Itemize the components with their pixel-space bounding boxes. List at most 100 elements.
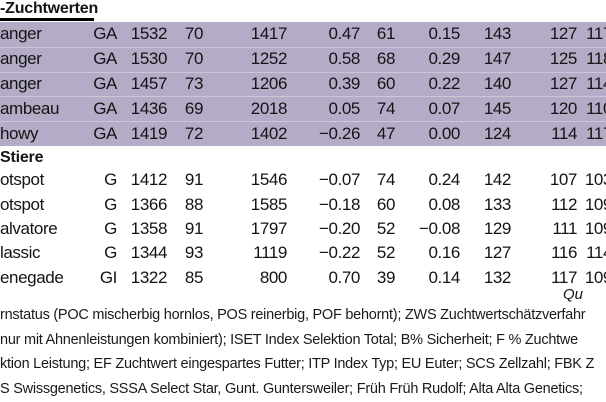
value-cell-ef: 140 xyxy=(483,73,512,93)
value-cell-iset: 1358 xyxy=(130,218,168,238)
value-cell-f-kg: 39 xyxy=(376,267,396,287)
table-row: enegade GI 1322 85 800 0.70 39 0.14 132 … xyxy=(0,265,606,290)
value-cell-f-kg: 60 xyxy=(376,73,396,93)
value-cell-eu: 118 xyxy=(586,49,606,69)
animal-name-cell: howy xyxy=(0,123,39,143)
value-cell-b-pct: 70 xyxy=(184,24,204,44)
zws-code-cell: G xyxy=(104,243,117,263)
value-cell-eu: 114 xyxy=(586,73,606,93)
value-cell-b-pct: 91 xyxy=(184,218,204,238)
table-row: anger GA 1530 70 1252 0.58 68 0.29 147 1… xyxy=(0,46,606,72)
animal-name-cell: lassic xyxy=(0,243,41,263)
table-row: anger GA 1532 70 1417 0.47 61 0.15 143 1… xyxy=(0,22,606,47)
value-cell-iset: 1419 xyxy=(130,123,168,143)
value-cell-eu: 109 xyxy=(584,194,606,214)
table-title: -Zuchtwerten xyxy=(0,0,99,17)
value-cell-itp: 120 xyxy=(549,98,578,118)
value-cell-milk-kg: 1119 xyxy=(253,243,287,263)
footnote-line: nur mit Ahnenleistungen kombiniert); ISE… xyxy=(0,331,578,348)
value-cell-b-pct: 72 xyxy=(184,123,204,143)
value-cell-itp: 111 xyxy=(552,218,577,238)
value-cell-ef: 147 xyxy=(483,49,512,69)
value-cell-f-pct: −0.18 xyxy=(318,194,360,214)
value-cell-ef: 142 xyxy=(483,170,512,190)
value-cell-milk-kg: 1546 xyxy=(250,170,288,190)
zws-code-cell: GA xyxy=(93,73,117,93)
value-cell-f-pct: 0.70 xyxy=(328,267,361,287)
zws-code-cell: G xyxy=(104,170,117,190)
table-row: alvatore G 1358 91 1797 −0.20 52 −0.08 1… xyxy=(0,216,606,242)
value-cell-f-pct: 0.39 xyxy=(328,73,361,93)
value-cell-eu: 103 xyxy=(584,170,606,190)
value-cell-milk-kg: 1585 xyxy=(250,194,288,214)
value-cell-itp: 125 xyxy=(549,49,578,69)
table-row: lassic G 1344 93 1119 −0.22 52 0.16 127 … xyxy=(0,241,606,266)
value-cell-ef: 143 xyxy=(483,24,512,44)
value-cell-eu: 117 xyxy=(586,123,606,143)
value-cell-f-pct: 0.47 xyxy=(328,24,361,44)
animal-name-cell: alvatore xyxy=(0,218,58,238)
value-cell-ef: 145 xyxy=(483,98,512,118)
zws-code-cell: G xyxy=(104,194,117,214)
value-cell-itp: 112 xyxy=(551,194,577,214)
value-cell-iset: 1532 xyxy=(130,24,168,44)
zws-code-cell: GA xyxy=(93,49,117,69)
section-header-stiere: Stiere xyxy=(0,148,44,166)
table-row: otspot G 1366 88 1585 −0.18 60 0.08 133 … xyxy=(0,192,606,217)
value-cell-ef: 124 xyxy=(483,123,512,143)
value-cell-milk-kg: 2018 xyxy=(250,98,288,118)
table-row: howy GA 1419 72 1402 −0.26 47 0.00 124 1… xyxy=(0,121,606,146)
value-cell-e-pct: 0.00 xyxy=(428,123,461,143)
source-label: Qu xyxy=(563,286,584,303)
value-cell-iset: 1322 xyxy=(130,267,168,287)
value-cell-ef: 127 xyxy=(483,243,512,263)
value-cell-e-pct: 0.16 xyxy=(428,243,461,263)
value-cell-iset: 1530 xyxy=(130,49,168,69)
value-cell-ef: 132 xyxy=(483,267,512,287)
value-cell-ef: 129 xyxy=(483,218,512,238)
value-cell-f-kg: 74 xyxy=(376,170,396,190)
value-cell-b-pct: 70 xyxy=(184,49,204,69)
zws-code-cell: G xyxy=(104,218,117,238)
value-cell-iset: 1366 xyxy=(130,194,168,214)
breeding-values-table: anger GA 1532 70 1417 0.47 61 0.15 143 1… xyxy=(0,22,606,290)
value-cell-b-pct: 69 xyxy=(184,98,204,118)
table-row: otspot G 1412 91 1546 −0.07 74 0.24 142 … xyxy=(0,167,606,193)
value-cell-f-kg: 61 xyxy=(376,24,396,44)
value-cell-f-kg: 68 xyxy=(376,49,396,69)
value-cell-e-pct: 0.24 xyxy=(428,170,461,190)
animal-name-cell: otspot xyxy=(0,194,44,214)
value-cell-itp: 127 xyxy=(549,24,578,44)
value-cell-eu: 114 xyxy=(586,243,606,263)
stiere-rows-group: otspot G 1412 91 1546 −0.07 74 0.24 142 … xyxy=(0,167,606,290)
value-cell-eu: 109 xyxy=(584,218,606,238)
footnote-line: S Swissgenetics, SSSA Select Star, Gunt.… xyxy=(0,380,583,397)
value-cell-itp: 116 xyxy=(551,243,577,263)
value-cell-iset: 1344 xyxy=(130,243,168,263)
value-cell-e-pct: 0.15 xyxy=(428,24,461,44)
value-cell-f-kg: 52 xyxy=(376,243,396,263)
value-cell-milk-kg: 1402 xyxy=(250,123,288,143)
value-cell-e-pct: 0.29 xyxy=(428,49,461,69)
value-cell-f-kg: 60 xyxy=(376,194,396,214)
value-cell-milk-kg: 1417 xyxy=(250,24,288,44)
value-cell-b-pct: 91 xyxy=(184,170,204,190)
value-cell-e-pct: 0.08 xyxy=(428,194,461,214)
value-cell-eu: 110 xyxy=(586,98,606,118)
value-cell-milk-kg: 1206 xyxy=(250,73,288,93)
table-row: ambeau GA 1436 69 2018 0.05 74 0.07 145 … xyxy=(0,96,606,122)
value-cell-f-pct: −0.26 xyxy=(318,123,360,143)
value-cell-b-pct: 85 xyxy=(184,267,204,287)
animal-name-cell: enegade xyxy=(0,267,64,287)
animal-name-cell: anger xyxy=(0,24,42,44)
value-cell-itp: 114 xyxy=(551,123,577,143)
zws-code-cell: GA xyxy=(93,24,117,44)
value-cell-e-pct: 0.22 xyxy=(428,73,461,93)
value-cell-iset: 1457 xyxy=(130,73,168,93)
highlighted-rows-group: anger GA 1532 70 1417 0.47 61 0.15 143 1… xyxy=(0,22,606,146)
value-cell-f-pct: 0.58 xyxy=(328,49,361,69)
value-cell-iset: 1436 xyxy=(130,98,168,118)
value-cell-milk-kg: 1252 xyxy=(250,49,288,69)
value-cell-f-pct: −0.22 xyxy=(318,243,360,263)
